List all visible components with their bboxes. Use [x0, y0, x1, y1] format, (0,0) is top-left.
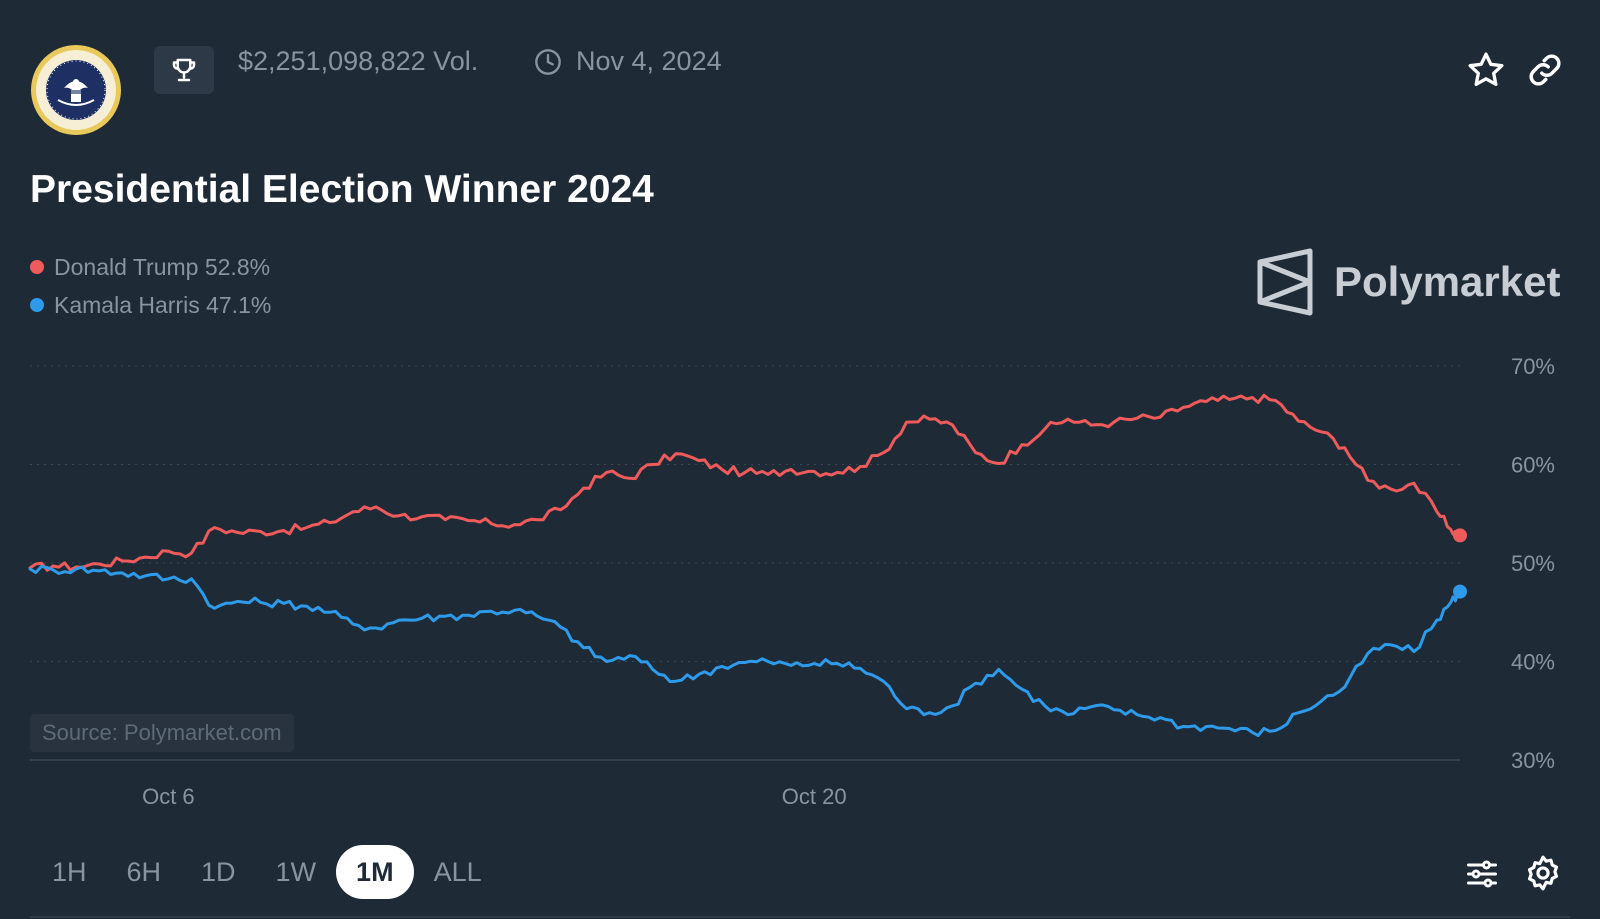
clock-icon — [535, 48, 561, 75]
tab-1d[interactable]: 1D — [201, 857, 236, 887]
polymarket-brand-name: Polymarket — [1334, 258, 1561, 305]
series-line-donald-trump — [28, 393, 1462, 572]
x-tick-label: Oct 20 — [782, 784, 847, 809]
x-tick-label: Oct 6 — [142, 784, 195, 809]
source-label: Source: Polymarket.com — [30, 714, 294, 752]
tab-all[interactable]: ALL — [433, 857, 482, 887]
chart-legend: Donald Trump 52.8% Kamala Harris 47.1% — [30, 248, 271, 324]
legend-dot-trump — [30, 260, 44, 274]
legend-item-harris: Kamala Harris 47.1% — [30, 286, 271, 324]
series-endpoint-donald-trump — [1453, 528, 1467, 543]
tab-1h[interactable]: 1H — [52, 857, 87, 887]
end-date: Nov 4, 2024 — [534, 46, 722, 77]
y-tick-label: 50% — [1511, 551, 1555, 576]
legend-dot-harris — [30, 298, 44, 312]
bottom-divider — [30, 916, 1570, 918]
presidential-seal-logo — [31, 45, 121, 135]
polymarket-logo-icon — [1257, 248, 1313, 316]
market-title: Presidential Election Winner 2024 — [30, 168, 654, 211]
gear-icon[interactable] — [1524, 854, 1562, 892]
link-icon[interactable] — [1526, 50, 1564, 90]
time-range-tabs: 1H 6H 1D 1W 1M ALL — [32, 845, 502, 899]
y-tick-label: 60% — [1511, 453, 1555, 478]
legend-label-trump: Donald Trump 52.8% — [54, 253, 271, 280]
series-line-kamala-harris — [28, 564, 1462, 737]
y-tick-label: 70% — [1511, 354, 1555, 379]
tab-1m[interactable]: 1M — [336, 845, 414, 899]
tab-6h[interactable]: 6H — [126, 857, 162, 887]
legend-label-harris: Kamala Harris 47.1% — [54, 291, 272, 318]
legend-item-trump: Donald Trump 52.8% — [30, 248, 271, 286]
end-date-text: Nov 4, 2024 — [576, 46, 722, 76]
trophy-button[interactable] — [154, 46, 214, 94]
y-tick-label: 30% — [1511, 748, 1555, 773]
polymarket-watermark: Polymarket — [1256, 248, 1560, 316]
trophy-icon — [172, 58, 196, 82]
tab-1w[interactable]: 1W — [275, 857, 317, 887]
y-tick-label: 40% — [1511, 650, 1555, 675]
sliders-icon[interactable] — [1464, 856, 1500, 892]
volume-text: $2,251,098,822 Vol. — [238, 46, 479, 76]
star-icon[interactable] — [1466, 50, 1506, 90]
series-endpoint-kamala-harris — [1453, 584, 1467, 599]
